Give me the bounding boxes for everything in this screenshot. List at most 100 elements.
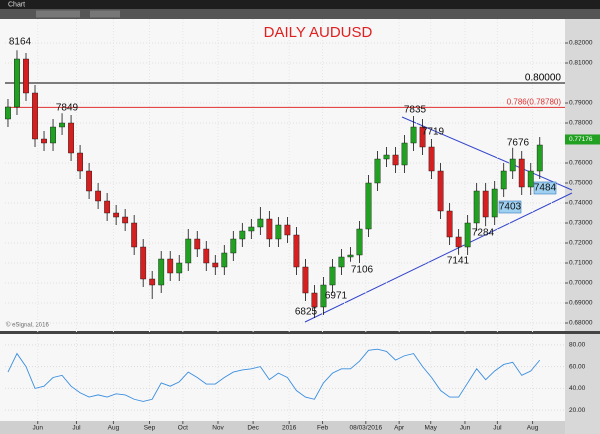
candle-body — [68, 122, 74, 154]
candle-body — [257, 218, 264, 228]
x-tick-label: 2016 — [282, 425, 297, 432]
candle-body — [158, 258, 165, 286]
oscillator-tick-label: 60.00 — [569, 363, 586, 370]
trendline — [304, 192, 573, 323]
candle-body — [536, 144, 543, 172]
annotation-box — [498, 200, 522, 214]
annotation: 7849 — [56, 103, 79, 114]
date-strip — [0, 421, 565, 434]
candle-body — [266, 218, 273, 240]
y-tick-label: 0.78000 — [569, 120, 593, 127]
candle-body — [410, 126, 417, 144]
candle-body — [32, 92, 38, 140]
x-tick-label: May — [425, 425, 438, 432]
candle-body — [104, 200, 111, 214]
annotation-box — [533, 181, 557, 195]
candle-body — [311, 292, 318, 308]
x-tick-label: Jul — [72, 425, 81, 432]
annotation: 7835 — [404, 105, 427, 116]
candle-body — [113, 212, 120, 218]
candle-body — [428, 146, 435, 172]
candle-body — [212, 262, 219, 268]
x-tick-label: Aug — [108, 425, 120, 432]
candle-body — [77, 152, 83, 172]
level-label: 0.786(0.78780) — [507, 98, 562, 107]
candle-body — [284, 224, 291, 236]
candle-body — [347, 254, 354, 258]
annotation: 8164 — [9, 37, 32, 48]
candle-body — [41, 138, 47, 144]
candle-body — [230, 238, 237, 254]
x-tick-label: Nov — [212, 425, 224, 432]
credit: © eSignal, 2016 — [6, 322, 49, 329]
y-tick-label: 0.73000 — [569, 220, 593, 227]
x-tick-label: Aug — [527, 425, 539, 432]
x-tick-label: Dec — [247, 425, 259, 432]
candle-body — [14, 58, 20, 108]
annotation: 6825 — [295, 307, 318, 318]
candle-body — [518, 158, 525, 188]
x-tick-label: Sep — [144, 425, 156, 432]
oscillator-tick-label: 20.00 — [569, 407, 586, 414]
annotation: 6971 — [325, 291, 348, 302]
candle-body — [455, 236, 462, 248]
x-tick-label: 08/03/2016 — [350, 425, 383, 432]
oscillator-tick-label: 80.00 — [569, 342, 586, 349]
annotation: 7106 — [351, 265, 374, 276]
axis-column — [565, 19, 600, 434]
level-label: 0.80000 — [525, 73, 562, 84]
toolbar — [0, 9, 600, 19]
candle-body — [482, 190, 489, 218]
candle-body — [446, 210, 453, 238]
annotation: 7719 — [422, 127, 445, 138]
trendline — [401, 116, 573, 191]
annotation: 7403 — [499, 202, 522, 213]
y-tick-label: 0.69000 — [569, 300, 593, 307]
y-tick-label: 0.81000 — [569, 60, 593, 67]
candle-body — [527, 170, 534, 188]
candle-body — [95, 190, 102, 202]
x-tick-label: Jun — [32, 425, 43, 432]
annotation: 7284 — [472, 228, 495, 239]
candle-body — [23, 58, 29, 94]
candle-body — [401, 142, 408, 166]
candle-body — [239, 230, 246, 240]
chart-title: DAILY AUDUSD — [264, 24, 373, 41]
y-tick-label: 0.71000 — [569, 260, 593, 267]
candle-body — [320, 284, 327, 308]
price-pane — [0, 19, 565, 331]
candle-body — [338, 256, 345, 268]
candle-body — [302, 266, 309, 294]
candle-body — [392, 154, 399, 166]
candle-body — [374, 158, 381, 184]
y-tick-label: 0.82000 — [569, 40, 593, 47]
candle-body — [437, 170, 444, 212]
candle-body — [293, 234, 300, 268]
oscillator-tick-label: 40.00 — [569, 385, 586, 392]
x-tick-label: Oct — [178, 425, 188, 432]
annotation: 7676 — [507, 138, 530, 149]
x-tick-label: Jun — [460, 425, 471, 432]
y-tick-label: 0.70000 — [569, 280, 593, 287]
candle-body — [86, 170, 92, 192]
candle-body — [185, 238, 192, 264]
candle-body — [500, 170, 507, 190]
candle-body — [203, 248, 210, 264]
x-tick-label: Jul — [493, 425, 502, 432]
price-tag — [565, 134, 600, 145]
oscillator-line — [7, 348, 541, 402]
symbol-box — [36, 10, 80, 18]
y-tick-label: 0.68000 — [569, 320, 593, 327]
candle-body — [473, 190, 480, 224]
oscillator-pane — [0, 334, 565, 421]
candle-body — [131, 222, 138, 248]
y-tick-label: 0.79000 — [569, 100, 593, 107]
candle-body — [464, 222, 471, 248]
y-tick-label: 0.75000 — [569, 180, 593, 187]
candle-body — [248, 226, 255, 232]
candle-body — [5, 106, 11, 120]
candle-body — [509, 158, 516, 172]
y-tick-label: 0.76000 — [569, 160, 593, 167]
candle-body — [194, 238, 201, 250]
